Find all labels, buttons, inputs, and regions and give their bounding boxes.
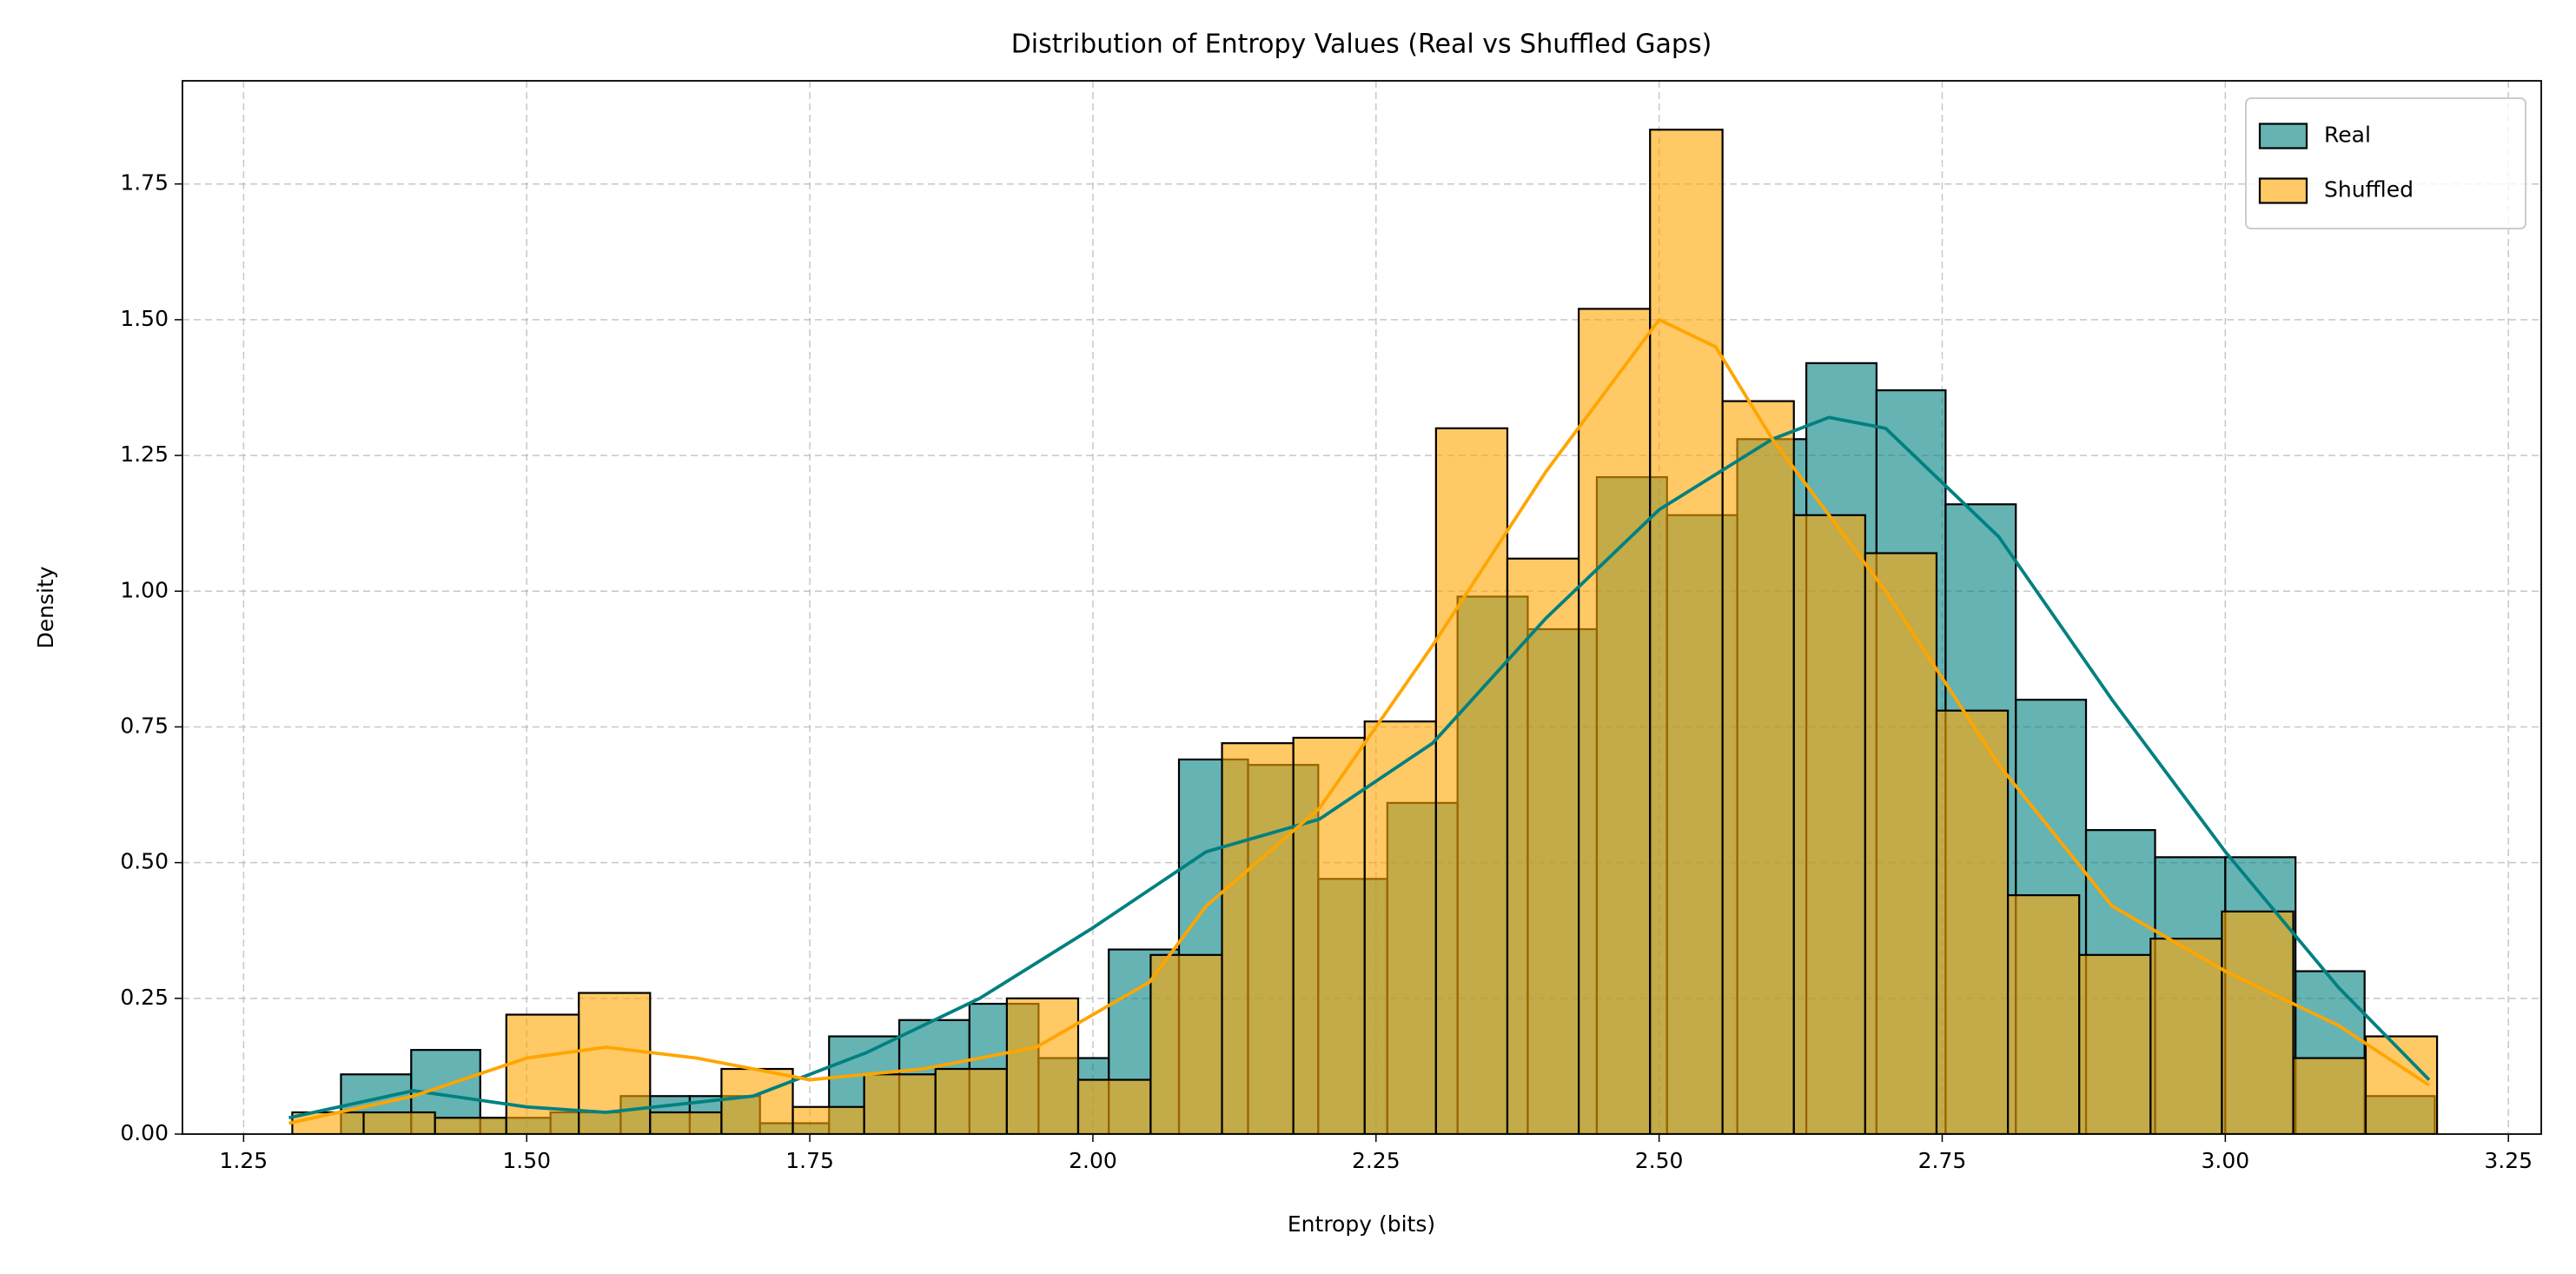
- histogram-bar: [2221, 910, 2295, 1134]
- histogram-bar: [2149, 937, 2223, 1134]
- histogram-bar: [1149, 953, 1223, 1134]
- histogram-bar: [1578, 308, 1652, 1134]
- histogram-bar: [505, 1013, 580, 1134]
- histogram-bar: [2006, 894, 2081, 1134]
- histogram-bar: [2292, 1057, 2367, 1134]
- x-tick-label: 2.25: [1352, 1148, 1401, 1173]
- y-tick-label: 1.25: [120, 441, 169, 467]
- histogram-bar: [1935, 709, 2010, 1134]
- legend-swatch: [2258, 123, 2308, 149]
- kde-line: [288, 415, 2431, 1120]
- histogram-bar: [863, 1073, 937, 1134]
- histogram-bar: [1076, 1078, 1152, 1134]
- x-tick-label: 2.50: [1635, 1148, 1684, 1173]
- histogram-bar: [649, 1111, 723, 1134]
- y-tick-label: 0.75: [120, 713, 169, 738]
- histogram-bar: [1005, 997, 1080, 1134]
- x-tick-label: 1.50: [502, 1148, 551, 1173]
- histogram-bar: [1792, 514, 1866, 1134]
- legend-label: Shuffled: [2324, 177, 2414, 202]
- y-tick-label: 0.00: [120, 1120, 169, 1145]
- legend-label: Real: [2324, 123, 2371, 148]
- histogram-bar: [720, 1067, 794, 1134]
- x-tick-label: 3.25: [2484, 1148, 2533, 1173]
- x-tick-label: 1.75: [785, 1148, 834, 1173]
- plot-area: [288, 129, 2439, 1134]
- x-tick-label: 2.75: [1918, 1148, 1967, 1173]
- histogram-bar: [1506, 557, 1580, 1134]
- y-tick-label: 1.00: [120, 577, 169, 602]
- y-tick-label: 0.50: [120, 849, 169, 874]
- y-axis-label: Density: [33, 566, 58, 648]
- histogram-bar: [1649, 129, 1724, 1134]
- legend-swatch: [2258, 177, 2308, 204]
- histogram-bar: [2078, 953, 2152, 1134]
- histogram-bar: [934, 1067, 1008, 1134]
- histogram-bar: [791, 1105, 865, 1134]
- x-axis-label: Entropy (bits): [1288, 1211, 1435, 1237]
- x-tick-label: 1.25: [220, 1148, 268, 1173]
- y-tick-label: 1.50: [120, 306, 169, 331]
- x-tick-label: 2.00: [1069, 1148, 1117, 1173]
- histogram-bar: [434, 1117, 507, 1134]
- axes-frame: [182, 80, 2542, 1135]
- kde-line: [288, 317, 2431, 1125]
- histogram-bar: [1221, 742, 1295, 1134]
- legend-box: [2245, 97, 2526, 229]
- histogram-bar: [362, 1111, 436, 1134]
- chart-title: Distribution of Entropy Values (Real vs …: [1011, 30, 1712, 60]
- histogram-bar: [1434, 427, 1509, 1134]
- histogram-bar: [1363, 720, 1437, 1134]
- histogram-bar: [1721, 400, 1795, 1134]
- histogram-bar: [1864, 552, 1938, 1134]
- y-tick-label: 0.25: [120, 985, 169, 1010]
- y-tick-label: 1.75: [120, 170, 169, 196]
- x-tick-label: 3.00: [2202, 1148, 2250, 1173]
